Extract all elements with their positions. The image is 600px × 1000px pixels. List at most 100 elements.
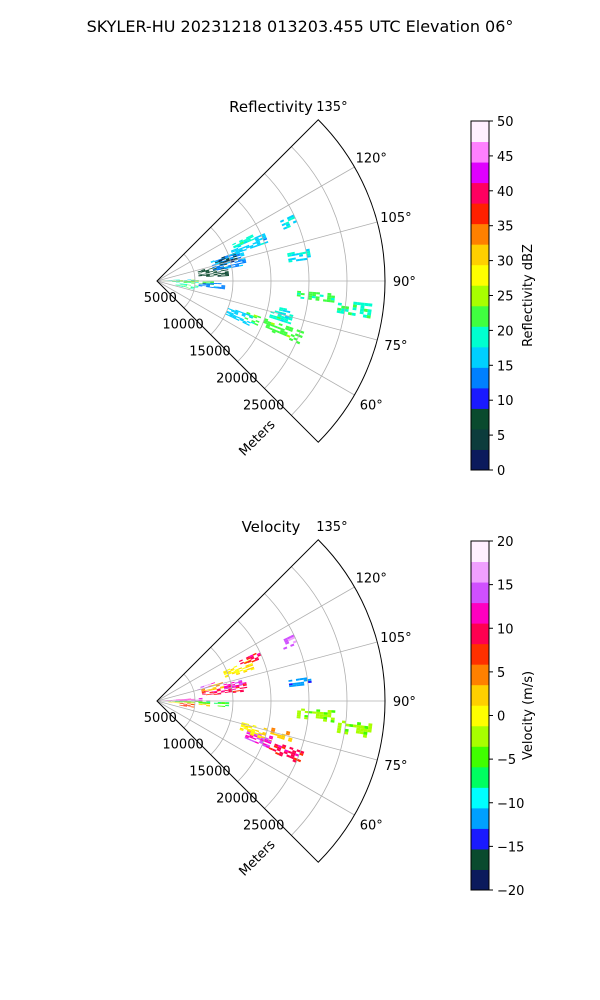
echo-gate <box>179 705 184 707</box>
echo-gate <box>316 711 321 715</box>
echo-gate <box>360 305 365 309</box>
echo-gate <box>226 668 231 671</box>
echo-gate <box>300 296 305 300</box>
echo-gate <box>183 705 187 707</box>
echo-gate <box>201 691 206 694</box>
echo-gate <box>280 315 286 319</box>
colorbar-segment <box>471 244 489 266</box>
echo-gate <box>230 310 235 313</box>
echo-gate <box>213 271 218 273</box>
echo-gate <box>273 745 278 749</box>
echo-gate <box>250 666 255 670</box>
echo-gate <box>245 244 250 248</box>
echo-gate <box>197 271 202 273</box>
echo-gate <box>225 256 230 260</box>
echo-gate <box>202 283 207 285</box>
echo-gate <box>190 706 195 708</box>
echo-gate <box>254 236 259 240</box>
echo-gate <box>240 242 245 246</box>
echo-layer <box>163 214 373 345</box>
echo-gate <box>232 242 237 246</box>
echo-gate <box>249 246 255 249</box>
echo-gate <box>234 260 239 263</box>
echo-gate <box>243 240 248 243</box>
echo-gate <box>208 688 213 691</box>
echo-gate <box>201 269 206 272</box>
colorbar-tick-label: 40 <box>497 185 514 200</box>
echo-gate <box>286 754 291 758</box>
echo-gate <box>228 254 233 257</box>
echo-gate <box>187 705 191 707</box>
azimuth-tick-label: 60° <box>360 399 383 414</box>
echo-gate <box>254 741 259 745</box>
echo-gate <box>308 711 313 714</box>
azimuth-tick-label: 135° <box>316 520 347 535</box>
echo-gate <box>266 744 271 748</box>
echo-gate <box>194 280 199 281</box>
echo-gate <box>301 708 305 711</box>
range-tick-label: 5000 <box>144 291 177 306</box>
echo-gate <box>331 710 336 713</box>
echo-gate <box>267 320 272 324</box>
echo-gate <box>230 312 234 315</box>
echo-gate <box>257 243 262 247</box>
echo-gate <box>218 259 223 262</box>
reflectivity-panel: Reflectivity 5000 10000 15000 20000 25000 60° 7… <box>144 98 536 479</box>
echo-gate <box>242 684 247 687</box>
echo-gate <box>249 733 254 737</box>
echo-gate <box>257 733 262 736</box>
echo-gate <box>255 658 260 662</box>
echo-gate <box>209 273 214 275</box>
echo-gate <box>263 321 268 325</box>
echo-gate <box>186 705 191 707</box>
echo-gate <box>291 751 296 756</box>
echo-gate <box>198 274 203 276</box>
colorbar-segment <box>471 264 489 286</box>
colorbar-segment <box>471 664 489 686</box>
echo-gate <box>265 745 270 749</box>
echo-gate <box>202 702 207 703</box>
echo-gate <box>194 281 199 282</box>
echo-gate <box>243 241 248 244</box>
azimuth-gridline <box>156 221 378 282</box>
echo-gate <box>283 751 288 755</box>
echo-gate <box>245 246 250 249</box>
echo-gate <box>285 732 290 736</box>
colorbar-segment <box>471 449 489 471</box>
echo-gate <box>225 705 230 707</box>
echo-gate <box>194 285 199 288</box>
echo-gate <box>221 258 226 261</box>
echo-gate <box>215 263 220 265</box>
echo-gate <box>201 691 206 693</box>
azimuth-tick-label: 105° <box>380 631 411 646</box>
echo-gate <box>253 734 258 738</box>
echo-gate <box>242 261 247 264</box>
echo-gate <box>183 703 188 705</box>
echo-gate <box>212 267 217 270</box>
echo-gate <box>227 670 232 673</box>
echo-gate <box>296 749 301 753</box>
echo-gate <box>216 267 221 269</box>
echo-gate <box>295 258 300 262</box>
azimuth-tick-label: 75° <box>384 759 407 774</box>
echo-gate <box>194 282 199 283</box>
echo-gate <box>280 329 285 333</box>
echo-gate <box>198 275 203 277</box>
echo-gate <box>266 322 271 326</box>
echo-gate <box>235 669 239 673</box>
echo-gate <box>229 314 234 317</box>
echo-gate <box>270 729 276 732</box>
colorbar-tick-label: 15 <box>497 359 514 374</box>
echo-gate <box>296 292 301 295</box>
echo-gate <box>224 691 229 693</box>
echo-gate <box>362 314 368 318</box>
echo-gate <box>303 679 308 682</box>
echo-gate <box>238 262 243 265</box>
echo-gate <box>359 730 364 735</box>
echo-gate <box>279 307 284 310</box>
echo-gate <box>286 636 292 640</box>
echo-gate <box>236 672 241 676</box>
echo-gate <box>362 734 368 738</box>
echo-gate <box>273 733 278 736</box>
